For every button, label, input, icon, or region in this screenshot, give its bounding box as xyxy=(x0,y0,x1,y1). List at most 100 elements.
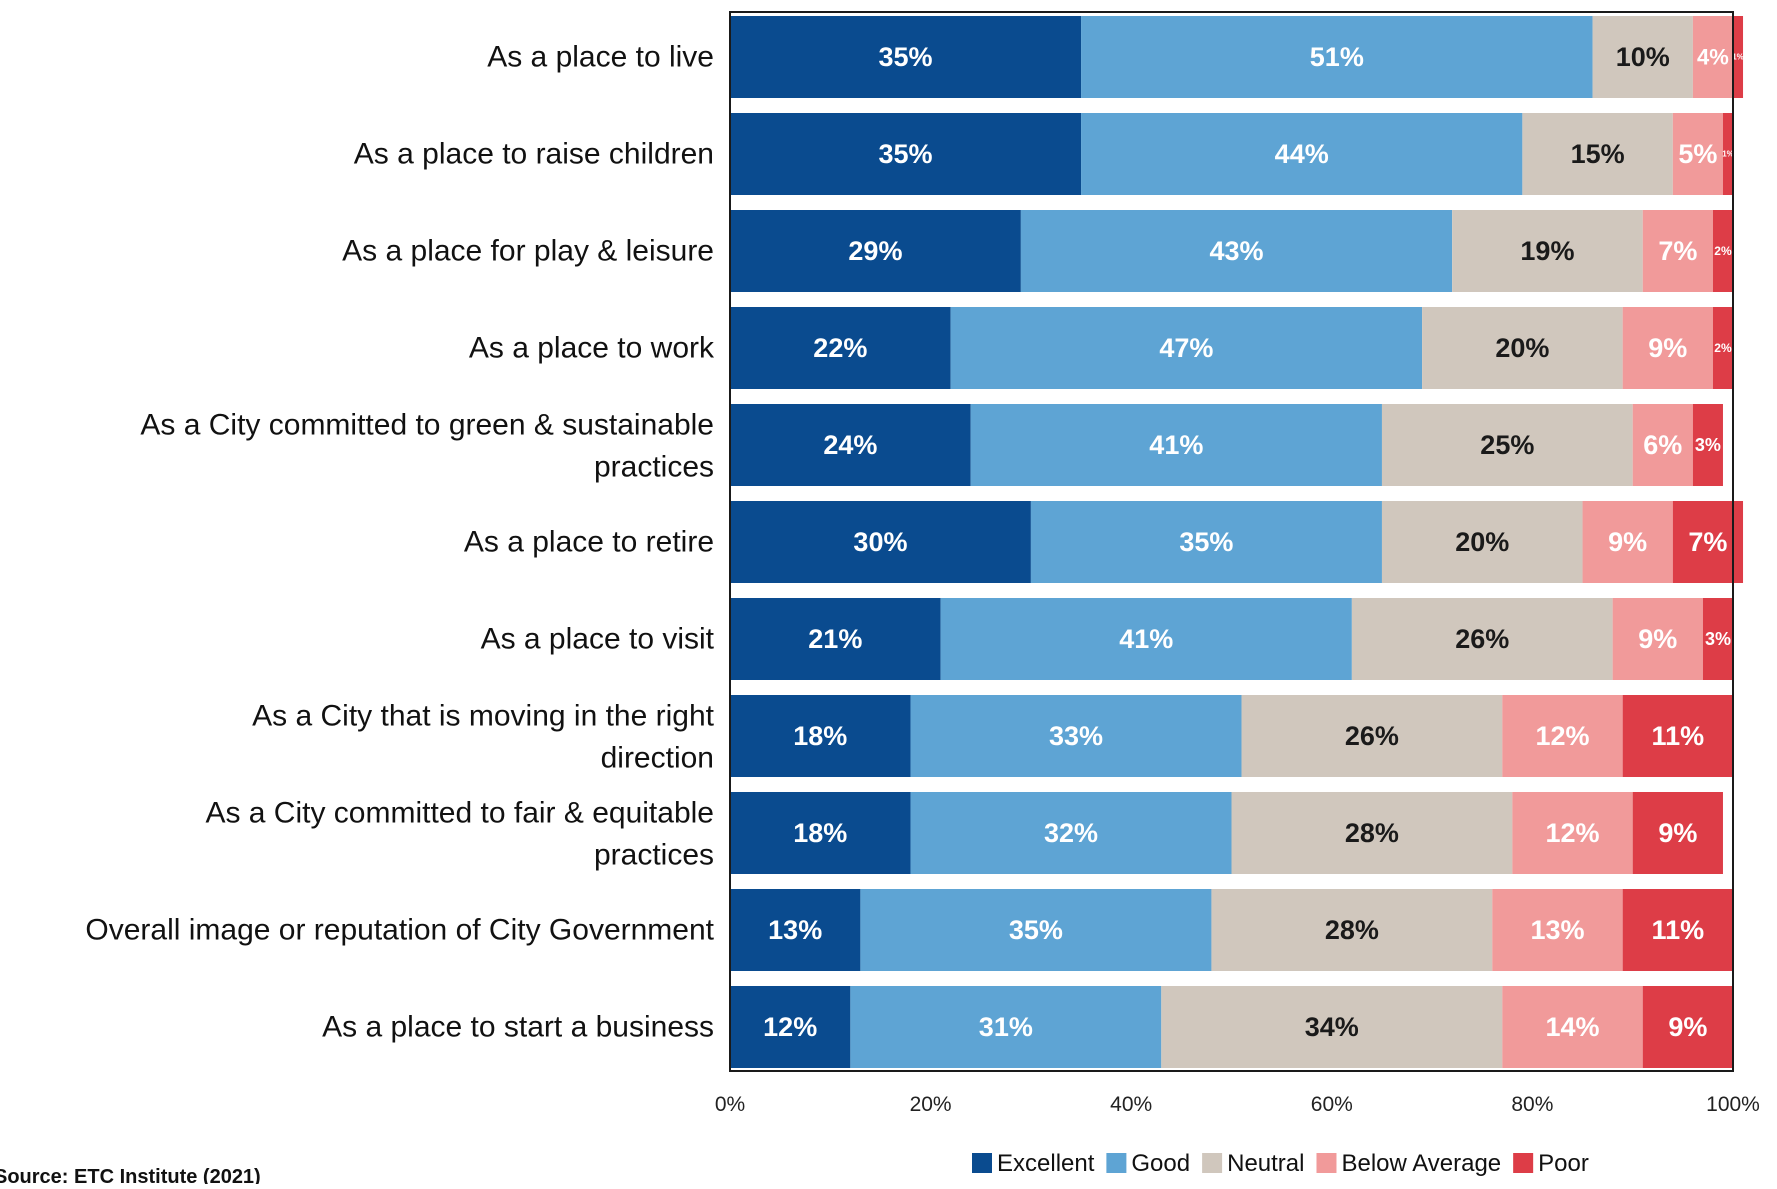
bar-good-7 xyxy=(940,598,1352,680)
data-label-below-average-5: 6% xyxy=(1643,430,1682,460)
bar-good-5 xyxy=(970,404,1382,486)
data-label-neutral-9: 28% xyxy=(1345,818,1399,848)
data-label-poor-7: 3% xyxy=(1705,629,1731,649)
data-label-poor-4: 2% xyxy=(1714,341,1732,355)
bar-neutral-10 xyxy=(1211,889,1493,971)
plot-frame xyxy=(729,11,1734,1072)
data-label-good-6: 35% xyxy=(1179,527,1233,557)
data-label-neutral-2: 15% xyxy=(1571,139,1625,169)
bar-neutral-2 xyxy=(1522,113,1673,195)
bar-excellent-9 xyxy=(730,792,911,874)
data-label-good-10: 35% xyxy=(1009,915,1063,945)
bar-poor-6 xyxy=(1672,501,1744,583)
data-label-below-average-2: 5% xyxy=(1678,139,1717,169)
bar-neutral-1 xyxy=(1592,16,1693,98)
category-label-8: As a City that is moving in the right dir… xyxy=(252,700,715,775)
bar-below-average-2 xyxy=(1672,113,1723,195)
category-label-10: Overall image or reputation of City Gove… xyxy=(85,914,714,947)
bar-below-average-1 xyxy=(1692,16,1733,98)
x-tick-label-5: 100% xyxy=(1706,1093,1760,1116)
bar-excellent-8 xyxy=(730,695,911,777)
data-label-excellent-9: 18% xyxy=(793,818,847,848)
data-label-excellent-2: 35% xyxy=(879,139,933,169)
legend-label-excellent: Excellent xyxy=(997,1150,1095,1177)
category-label-2: As a place to raise children xyxy=(354,138,714,171)
data-label-excellent-7: 21% xyxy=(808,624,862,654)
data-label-good-1: 51% xyxy=(1310,42,1364,72)
legend-swatch-excellent xyxy=(972,1153,992,1173)
data-label-poor-11: 9% xyxy=(1668,1012,1707,1042)
bar-below-average-9 xyxy=(1512,792,1633,874)
bar-neutral-6 xyxy=(1381,501,1583,583)
data-label-below-average-1: 4% xyxy=(1697,45,1729,70)
bar-poor-3 xyxy=(1712,210,1733,292)
data-label-poor-10: 11% xyxy=(1652,915,1705,945)
x-tick-label-4: 80% xyxy=(1511,1093,1553,1116)
bar-good-4 xyxy=(950,307,1423,389)
data-label-below-average-11: 14% xyxy=(1545,1012,1599,1042)
bar-good-9 xyxy=(910,792,1232,874)
bar-good-2 xyxy=(1081,113,1523,195)
data-label-below-average-8: 12% xyxy=(1535,721,1589,751)
data-label-good-9: 32% xyxy=(1044,818,1098,848)
bar-excellent-11 xyxy=(730,986,851,1068)
bar-below-average-4 xyxy=(1622,307,1713,389)
data-label-excellent-11: 12% xyxy=(763,1012,817,1042)
bar-poor-5 xyxy=(1692,404,1723,486)
data-label-good-7: 41% xyxy=(1119,624,1173,654)
bar-excellent-10 xyxy=(730,889,861,971)
data-label-neutral-1: 10% xyxy=(1616,42,1670,72)
bar-neutral-4 xyxy=(1422,307,1623,389)
bar-good-1 xyxy=(1081,16,1593,98)
legend: Excellent Good Neutral Below Average Poor xyxy=(972,1150,1589,1177)
bar-excellent-7 xyxy=(730,598,941,680)
legend-label-poor: Poor xyxy=(1538,1150,1589,1177)
category-label-7: As a place to visit xyxy=(481,623,715,656)
x-tick-label-0: 0% xyxy=(715,1093,745,1116)
x-tick-label-3: 60% xyxy=(1311,1093,1353,1116)
bar-below-average-3 xyxy=(1642,210,1713,292)
bar-poor-10 xyxy=(1622,889,1733,971)
data-label-poor-8: 11% xyxy=(1652,721,1705,751)
bar-below-average-7 xyxy=(1612,598,1703,680)
data-label-below-average-6: 9% xyxy=(1608,527,1647,557)
legend-label-good: Good xyxy=(1131,1150,1190,1177)
data-label-good-5: 41% xyxy=(1149,430,1203,460)
bar-neutral-8 xyxy=(1241,695,1503,777)
data-label-below-average-3: 7% xyxy=(1658,236,1697,266)
legend-label-below-average: Below Average xyxy=(1341,1150,1501,1177)
source-note: Source: ETC Institute (2021) xyxy=(0,1166,261,1184)
x-tick-label-2: 40% xyxy=(1110,1093,1152,1116)
category-label-6: As a place to retire xyxy=(464,526,714,559)
data-label-poor-2: 1% xyxy=(1722,150,1734,159)
data-label-poor-1: 1% xyxy=(1732,53,1744,62)
data-label-poor-5: 3% xyxy=(1695,435,1721,455)
x-tick-label-1: 20% xyxy=(910,1093,952,1116)
bar-poor-11 xyxy=(1642,986,1733,1068)
bar-below-average-11 xyxy=(1502,986,1643,1068)
bar-below-average-8 xyxy=(1502,695,1623,777)
data-label-excellent-10: 13% xyxy=(768,915,822,945)
legend-swatch-below-average xyxy=(1316,1153,1337,1173)
data-label-below-average-9: 12% xyxy=(1545,818,1599,848)
data-label-neutral-11: 34% xyxy=(1305,1012,1359,1042)
bar-poor-1 xyxy=(1733,16,1744,98)
data-label-neutral-6: 20% xyxy=(1455,527,1509,557)
data-label-excellent-5: 24% xyxy=(823,430,877,460)
bar-poor-2 xyxy=(1722,113,1733,195)
x-axis: 0% 20% 40% 60% 80% 100% xyxy=(715,11,1760,1116)
category-label-1: As a place to live xyxy=(487,41,714,74)
category-label-9: As a City committed to fair & equitable p… xyxy=(205,797,714,872)
data-label-good-8: 33% xyxy=(1049,721,1103,751)
data-label-poor-9: 9% xyxy=(1658,818,1697,848)
bar-excellent-3 xyxy=(730,210,1021,292)
data-label-neutral-10: 28% xyxy=(1325,915,1379,945)
bar-neutral-3 xyxy=(1452,210,1643,292)
data-label-below-average-4: 9% xyxy=(1648,333,1687,363)
bar-excellent-5 xyxy=(730,404,971,486)
bars-layer: 35% 51% 10% 4% 1%35% 44% 15% 5% 1%29% 43% 19% 7% 2%2… xyxy=(730,16,1744,1068)
bar-good-11 xyxy=(850,986,1162,1068)
data-label-poor-3: 2% xyxy=(1714,244,1732,258)
